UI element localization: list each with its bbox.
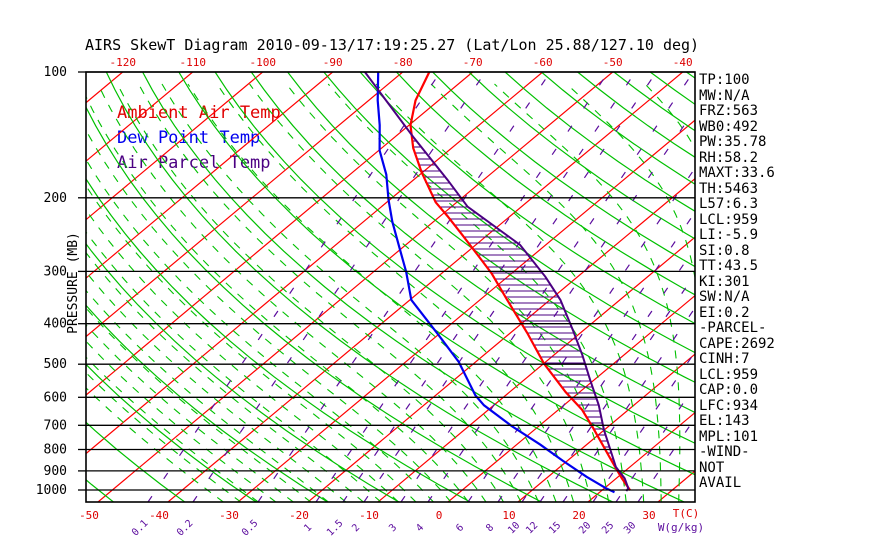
stat-line: WB0:492 — [699, 118, 759, 135]
axis-tick-label: 8 — [484, 522, 496, 534]
axis-tick-label: -30 — [219, 509, 239, 522]
axis-tick-label: 0.1 — [130, 518, 151, 539]
stat-line: SW:N/A — [699, 289, 750, 305]
sounding-curves — [364, 72, 632, 494]
axis-tick-label: 1.5 — [325, 518, 346, 539]
axis-tick-label: 10 — [506, 520, 522, 536]
stat-line: MAXT:33.6 — [699, 165, 775, 181]
parcel-temp-curve — [364, 72, 630, 492]
axis-tick-label: -100 — [249, 56, 276, 69]
stat-line: AVAIL — [699, 475, 742, 491]
stats-panel: TP:100 MW:N/A FRZ:563 WB0:492 PW:35.78 RH:58.… — [699, 72, 775, 492]
stat-line: MPL:101 — [699, 428, 759, 445]
axis-tick-label: 15 — [547, 520, 563, 536]
stat-line: LFC:934 — [699, 397, 759, 414]
axis-tick-label: 10 — [502, 509, 515, 522]
stat-line: KI:301 — [699, 273, 750, 290]
axis-tick-label: -20 — [289, 509, 309, 522]
mixing-axis-title: W(g/kg) — [658, 521, 704, 534]
stat-line: LCL:959 — [699, 211, 759, 228]
axis-tick-label: -40 — [673, 56, 693, 69]
axis-tick-label: 30 — [642, 509, 655, 522]
stat-line: MW:N/A — [699, 87, 750, 104]
stat-line: CINH:7 — [699, 351, 750, 367]
axis-tick-label: 300 — [44, 264, 67, 279]
temp-axis-title: T(C) — [673, 507, 700, 520]
axis-tick-label: 500 — [44, 357, 67, 372]
axis-tick-label: -60 — [533, 56, 553, 69]
axis-tick-label: -90 — [323, 56, 343, 69]
mixing-ratio-labels: 0.1 0.2 0.5 1 1.5 2 3 4 6 8 10 12 15 20 25 30 — [130, 518, 638, 539]
plot-border-rect — [85, 71, 696, 503]
dew-point-curve — [376, 72, 615, 494]
plot-border — [85, 71, 696, 503]
axis-tick-label: -80 — [393, 56, 413, 69]
axis-tick-label: 0 — [436, 509, 443, 522]
legend-air-parcel-temp: Air Parcel Temp — [117, 153, 271, 173]
plot-area — [86, 72, 695, 502]
axis-tick-label: 900 — [44, 464, 67, 479]
axis-tick-label: 20 — [577, 520, 593, 536]
axis-tick-label: -10 — [359, 509, 379, 522]
axis-tick-label: 1 — [302, 522, 314, 534]
axis-tick-label: 800 — [44, 442, 67, 457]
axis-tick-label: 1000 — [36, 483, 67, 498]
axis-tick-label: 2 — [350, 522, 362, 534]
axis-tick-label: -40 — [149, 509, 169, 522]
bottom-temp-axis-labels: -50 -40 -30 -20 -10 0 10 20 30 T(C)W(g/kg) — [79, 507, 704, 534]
stat-line: CAP:0.0 — [699, 382, 759, 398]
stat-line: -WIND- — [699, 444, 750, 460]
axis-tick-label: 0.5 — [240, 518, 261, 539]
axis-tick-label: -70 — [463, 56, 483, 69]
stat-line: EL:143 — [699, 413, 750, 429]
axis-tick-label: -50 — [79, 509, 99, 522]
stat-line: FRZ:563 — [699, 103, 759, 119]
stat-line: LI:-5.9 — [699, 227, 759, 243]
stat-line: TT:43.5 — [699, 258, 759, 274]
axis-tick-label: 12 — [524, 520, 540, 536]
axis-tick-label: 0.2 — [175, 518, 196, 539]
stat-line: EI:0.2 — [699, 304, 750, 321]
axis-tick-label: 3 — [387, 522, 399, 534]
pressure-axis-labels: 100 200 300 400 500 600 700 800 900 1000 PRESSURE … — [36, 65, 86, 498]
axis-tick-label: 200 — [44, 191, 67, 206]
chart-title: AIRS SkewT Diagram 2010-09-13/17:19:25.2… — [85, 36, 700, 54]
axis-tick-label: 4 — [414, 522, 426, 534]
stat-line: CAPE:2692 — [699, 335, 775, 352]
stat-line: LCL:959 — [699, 366, 759, 383]
axis-tick-label: -50 — [603, 56, 623, 69]
axis-tick-label: 100 — [44, 65, 67, 80]
axis-tick-label: 6 — [454, 522, 466, 534]
axis-tick-label: 30 — [622, 520, 638, 536]
top-temp-axis-labels: -120 -110 -100 -90 -80 -70 -60 -50 -40 — [109, 56, 692, 69]
pressure-axis-title: PRESSURE (MB) — [66, 232, 81, 334]
ambient-temp-curve — [409, 72, 632, 491]
mixing-ratio-lines — [147, 72, 695, 502]
stat-line: TH:5463 — [699, 180, 759, 197]
stat-line: -PARCEL- — [699, 320, 767, 336]
axis-tick-label: 20 — [572, 509, 585, 522]
axis-tick-label: -120 — [109, 56, 136, 69]
axis-tick-label: 25 — [600, 520, 616, 536]
stat-line: RH:58.2 — [699, 149, 759, 166]
stat-line: SI:0.8 — [699, 242, 750, 259]
stat-line: NOT — [699, 459, 725, 476]
axis-tick-label: 600 — [44, 390, 67, 405]
stat-line: L57:6.3 — [699, 196, 759, 212]
stat-line: PW:35.78 — [699, 134, 767, 150]
axis-tick-label: -110 — [179, 56, 206, 69]
axis-tick-label: 400 — [44, 317, 67, 332]
axis-tick-label: 700 — [44, 418, 67, 433]
stat-line: TP:100 — [699, 72, 750, 88]
